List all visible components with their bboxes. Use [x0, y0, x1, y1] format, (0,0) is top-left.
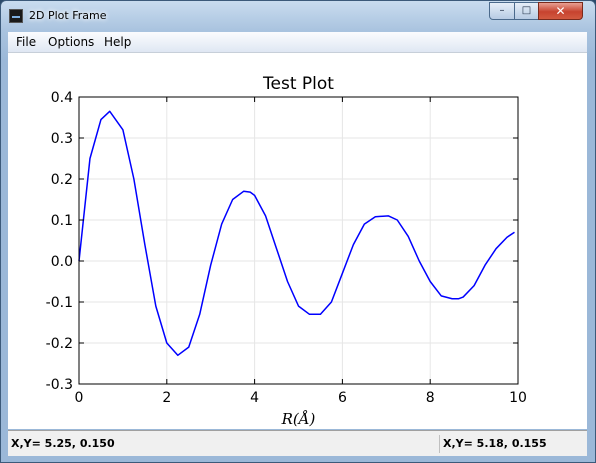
menu-file[interactable]: File: [16, 35, 37, 49]
series-line: [78, 110, 515, 357]
y-tick-label: 0.4: [51, 90, 73, 106]
y-tick-label: -0.2: [46, 336, 73, 352]
y-tick-label: 0.2: [51, 172, 73, 188]
x-tick-label: 8: [426, 390, 435, 406]
x-tick-label: 0: [75, 390, 84, 406]
maximize-button[interactable]: □: [514, 2, 539, 20]
plot-title: Test Plot: [262, 74, 334, 94]
y-tick-label: -0.1: [46, 295, 73, 311]
minimize-button[interactable]: –: [489, 2, 515, 20]
y-tick-label: -0.3: [46, 377, 73, 393]
x-tick-label: 6: [338, 390, 347, 406]
minimize-icon: –: [499, 5, 505, 16]
x-tick-label: 4: [250, 390, 259, 406]
plot-canvas[interactable]: 0 2 4 6 8 10 -0.3 -0.2 -0.1 0.0 0.1 0.2 0.3 0.4 Test P…: [8, 53, 587, 429]
x-tick-label: 2: [162, 390, 171, 406]
close-button[interactable]: ✕: [538, 2, 583, 20]
x-tick-label: 10: [509, 390, 527, 406]
menu-help[interactable]: Help: [104, 35, 132, 49]
plot-frame: [78, 96, 519, 385]
y-tick-label: 0.3: [51, 131, 73, 147]
app-window-icon: [9, 9, 23, 23]
status-cursor-xy-right: X,Y= 5.18, 0.155: [439, 435, 587, 453]
status-cursor-xy-left: X,Y= 5.25, 0.150: [11, 437, 115, 450]
title-bar[interactable]: 2D Plot Frame – □ ✕: [1, 1, 595, 31]
menu-bar: File Options Help: [8, 32, 587, 53]
y-tick-label: 0.0: [51, 254, 73, 270]
window-title: 2D Plot Frame: [29, 9, 107, 22]
menu-options[interactable]: Options: [48, 35, 95, 49]
maximize-icon: □: [521, 5, 532, 16]
y-tick-label: 0.1: [51, 213, 73, 229]
close-icon: ✕: [555, 4, 566, 18]
plot-figure: 0 2 4 6 8 10 -0.3 -0.2 -0.1 0.0 0.1 0.2 0.3 0.4 Test P…: [46, 74, 527, 428]
x-axis-label: R(Å): [281, 410, 316, 428]
status-bar: X,Y= 5.25, 0.150 X,Y= 5.18, 0.155: [8, 430, 587, 456]
